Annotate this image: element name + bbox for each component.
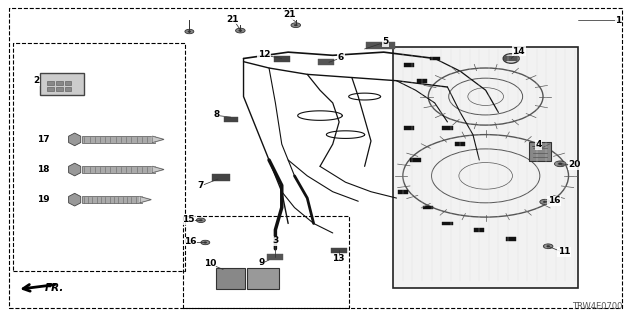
Text: 20: 20 (569, 160, 581, 169)
Text: 3: 3 (272, 236, 278, 245)
Bar (404, 63, 414, 67)
Text: 6: 6 (338, 53, 344, 62)
Bar (397, 190, 408, 194)
Text: 21: 21 (226, 15, 238, 24)
Polygon shape (152, 166, 164, 173)
Circle shape (239, 30, 242, 31)
Bar (366, 42, 395, 49)
Bar (65, 81, 72, 85)
Circle shape (543, 244, 553, 249)
Text: 18: 18 (36, 165, 49, 174)
Text: 15: 15 (182, 215, 195, 224)
FancyBboxPatch shape (216, 268, 246, 289)
Bar (423, 206, 433, 210)
FancyBboxPatch shape (246, 268, 279, 289)
Text: 4: 4 (536, 140, 541, 149)
Circle shape (188, 31, 191, 32)
Bar (404, 126, 414, 130)
Text: FR.: FR. (45, 283, 64, 292)
Bar (274, 56, 290, 62)
Text: 13: 13 (332, 254, 344, 263)
Text: 2: 2 (33, 76, 40, 85)
Text: 11: 11 (558, 247, 570, 257)
Polygon shape (68, 193, 81, 206)
Bar (56, 81, 63, 85)
Bar (319, 59, 334, 66)
Bar (442, 126, 452, 130)
Bar (13, 43, 185, 271)
Bar (331, 248, 347, 253)
Bar (65, 87, 72, 91)
Bar (82, 136, 155, 142)
Bar (506, 237, 516, 241)
Circle shape (558, 163, 562, 165)
Text: 5: 5 (383, 37, 388, 46)
Circle shape (547, 245, 550, 247)
Text: 7: 7 (197, 181, 204, 190)
Text: TRW4E0700: TRW4E0700 (572, 302, 623, 311)
Text: 12: 12 (258, 50, 270, 59)
Bar (47, 81, 54, 85)
Text: 8: 8 (213, 110, 220, 119)
Bar (82, 166, 155, 173)
Text: 17: 17 (36, 135, 49, 144)
Circle shape (294, 24, 298, 26)
Polygon shape (152, 136, 164, 142)
Polygon shape (68, 133, 81, 146)
Polygon shape (140, 196, 151, 203)
Circle shape (204, 242, 207, 243)
Circle shape (291, 23, 301, 28)
Bar (417, 79, 427, 83)
FancyBboxPatch shape (529, 142, 550, 161)
FancyBboxPatch shape (394, 47, 578, 288)
Text: 9: 9 (258, 258, 264, 267)
Circle shape (540, 199, 550, 204)
Bar (47, 87, 54, 91)
Bar (82, 196, 142, 203)
Text: 10: 10 (204, 259, 216, 268)
Bar (442, 221, 452, 225)
Text: 21: 21 (283, 10, 296, 19)
Circle shape (196, 218, 205, 222)
Bar (224, 116, 238, 122)
Text: 1: 1 (615, 16, 621, 25)
Text: 16: 16 (548, 196, 560, 205)
FancyBboxPatch shape (40, 73, 84, 95)
Polygon shape (68, 163, 81, 176)
Bar (212, 174, 230, 181)
Circle shape (543, 201, 547, 203)
Text: 14: 14 (513, 47, 525, 56)
Text: 16: 16 (184, 237, 197, 246)
Bar (474, 228, 484, 232)
Circle shape (185, 29, 194, 34)
Bar (56, 87, 63, 91)
Bar (504, 56, 518, 61)
Circle shape (201, 240, 210, 245)
Bar (455, 142, 465, 146)
Bar (429, 57, 440, 60)
Bar (183, 215, 349, 308)
Circle shape (236, 28, 245, 33)
Circle shape (199, 220, 202, 221)
Bar (410, 158, 420, 162)
Circle shape (554, 161, 566, 167)
Text: 19: 19 (36, 195, 49, 204)
Bar (268, 253, 284, 260)
